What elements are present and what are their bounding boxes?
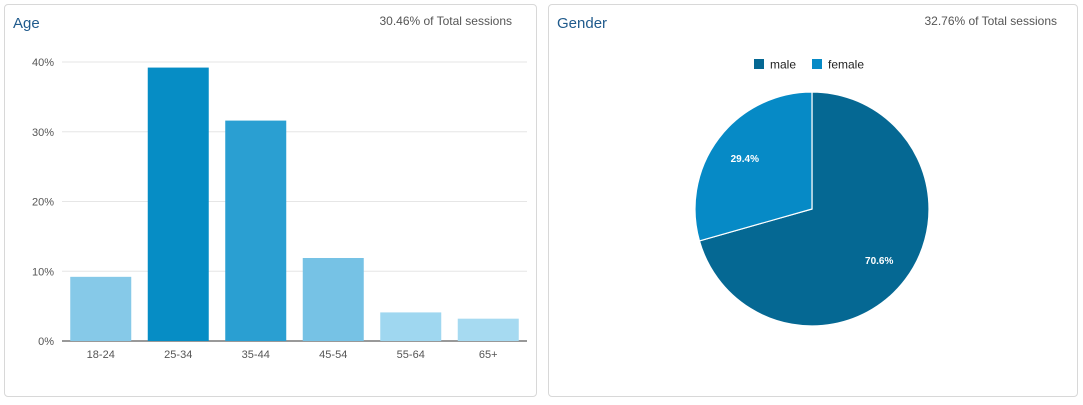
gender-panel-title: Gender	[557, 15, 608, 32]
bar-35-44[interactable]	[225, 120, 287, 341]
age-panel-title: Age	[13, 15, 40, 32]
x-tick-label: 55-64	[397, 349, 425, 361]
x-tick-label: 18-24	[87, 349, 115, 361]
x-tick-label: 25-34	[164, 349, 192, 361]
legend-label-female[interactable]: female	[828, 58, 864, 72]
gender-pie-chart: male female 70.6% 29.4%	[694, 58, 930, 327]
legend-swatch-female	[812, 59, 822, 69]
y-tick-label: 0%	[38, 336, 54, 348]
pie-slice-female[interactable]	[694, 91, 813, 242]
y-tick-label: 40%	[32, 57, 54, 69]
x-tick-label: 65+	[479, 349, 498, 361]
pie-value-label-female: 29.4%	[731, 154, 759, 165]
age-bar-chart: 0% 10% 20% 30% 40% 18-24 25-34 35-44 45-54 55-64 6…	[32, 57, 527, 361]
y-tick-label: 10%	[32, 266, 54, 278]
age-panel: Age 30.46% of Total sessions 0% 10% 20% 30%…	[4, 4, 537, 397]
bar-45-54[interactable]	[302, 257, 364, 341]
bar-55-64[interactable]	[380, 312, 442, 341]
x-tick-label: 45-54	[319, 349, 347, 361]
gender-panel: Gender 32.76% of Total sessions male fema…	[548, 4, 1078, 397]
age-panel-subtitle: 30.46% of Total sessions	[379, 14, 512, 28]
legend-label-male[interactable]: male	[770, 58, 796, 72]
bar-65+[interactable]	[457, 318, 519, 341]
y-tick-label: 30%	[32, 127, 54, 139]
bar-25-34[interactable]	[147, 67, 209, 341]
gender-panel-subtitle: 32.76% of Total sessions	[924, 14, 1057, 28]
pie-slice-male[interactable]	[698, 91, 930, 327]
y-tick-label: 20%	[32, 197, 54, 209]
x-tick-label: 35-44	[242, 349, 270, 361]
legend-swatch-male	[754, 59, 764, 69]
pie-legend: male female	[754, 58, 864, 72]
pie-value-label-male: 70.6%	[865, 256, 893, 267]
bar-18-24[interactable]	[70, 276, 132, 341]
